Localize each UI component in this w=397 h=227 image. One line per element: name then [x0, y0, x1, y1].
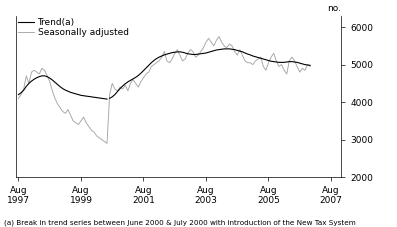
Text: no.: no.: [328, 4, 341, 13]
Legend: Trend(a), Seasonally adjusted: Trend(a), Seasonally adjusted: [18, 18, 129, 37]
Text: (a) Break in trend series between June 2000 & July 2000 with introduction of the: (a) Break in trend series between June 2…: [4, 219, 356, 226]
